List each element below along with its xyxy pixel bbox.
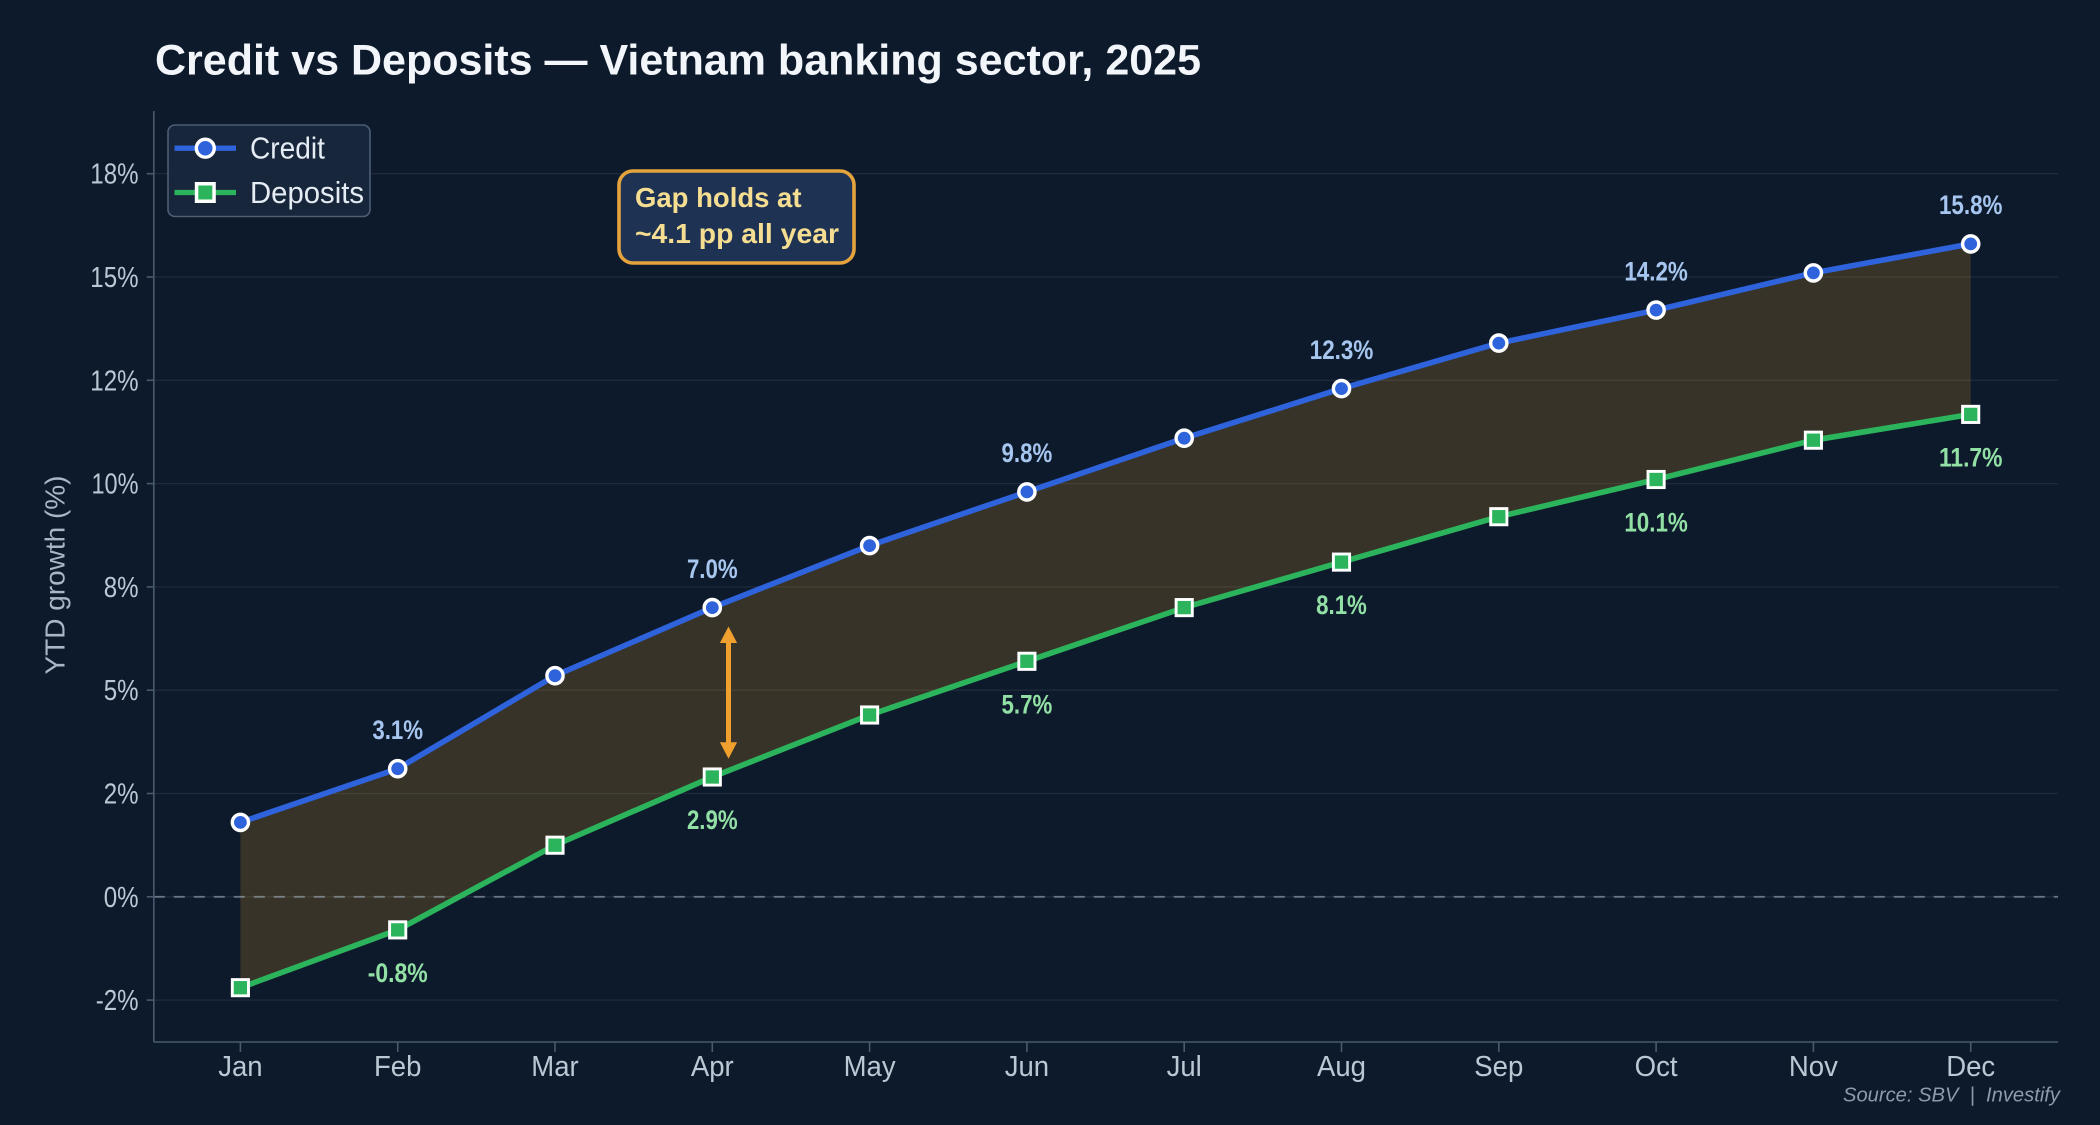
svg-text:-0.8%: -0.8% [368,958,428,988]
svg-text:Jan: Jan [218,1051,262,1083]
svg-text:YTD growth (%): YTD growth (%) [40,476,71,675]
svg-text:18%: 18% [90,159,138,191]
svg-text:Source: SBV | Investify: Source: SBV | Investify [1843,1085,2061,1107]
svg-text:Apr: Apr [691,1051,734,1083]
svg-text:15.8%: 15.8% [1939,190,2003,220]
svg-text:8%: 8% [104,572,139,604]
svg-text:11.7%: 11.7% [1939,442,2003,472]
svg-text:Credit: Credit [250,131,325,166]
svg-text:Gap holds at: Gap holds at [635,182,802,213]
svg-text:0%: 0% [104,882,139,914]
svg-text:12%: 12% [90,365,138,397]
svg-text:15%: 15% [90,262,138,294]
svg-text:Jul: Jul [1167,1051,1202,1083]
svg-text:3.1%: 3.1% [372,715,423,745]
svg-text:Dec: Dec [1946,1051,1995,1083]
svg-text:May: May [844,1051,896,1083]
svg-text:Credit vs Deposits — Vietnam b: Credit vs Deposits — Vietnam banking sec… [155,38,1201,85]
svg-text:7.0%: 7.0% [687,554,738,584]
svg-text:9.8%: 9.8% [1002,438,1053,468]
svg-text:~4.1 pp all year: ~4.1 pp all year [635,218,839,249]
svg-text:Sep: Sep [1474,1051,1523,1083]
svg-text:2.9%: 2.9% [687,805,738,835]
svg-text:10%: 10% [92,469,139,501]
svg-text:Deposits: Deposits [250,175,364,210]
svg-text:12.3%: 12.3% [1310,335,1374,365]
svg-text:Jun: Jun [1005,1051,1049,1083]
svg-text:Mar: Mar [531,1051,579,1083]
svg-text:Nov: Nov [1789,1051,1838,1083]
svg-text:10.1%: 10.1% [1624,508,1688,538]
svg-text:Aug: Aug [1317,1051,1366,1083]
svg-text:-2%: -2% [96,985,139,1017]
svg-text:Feb: Feb [374,1051,422,1083]
svg-text:2%: 2% [104,779,139,811]
svg-text:5%: 5% [104,675,139,707]
svg-text:Oct: Oct [1635,1051,1678,1083]
svg-text:14.2%: 14.2% [1624,256,1688,286]
svg-text:5.7%: 5.7% [1002,689,1053,719]
svg-text:8.1%: 8.1% [1316,590,1367,620]
